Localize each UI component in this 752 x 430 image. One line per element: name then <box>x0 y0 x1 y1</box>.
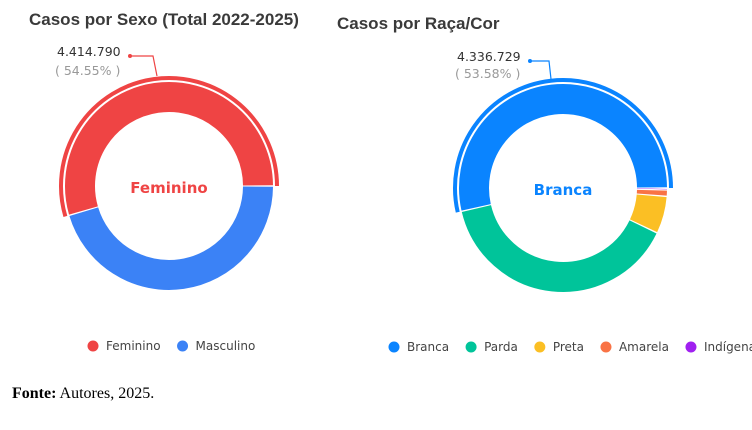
sexo-chart-title: Casos por Sexo (Total 2022-2025) <box>29 10 299 29</box>
slice-masculino[interactable] <box>69 186 273 290</box>
sexo-center-label: Feminino <box>130 179 207 197</box>
sexo-callout-dot <box>128 54 132 58</box>
legend-label-preta: Preta <box>553 340 584 354</box>
legend-item-amarela[interactable]: Amarela <box>600 340 669 354</box>
legend-marker-branca <box>388 341 400 353</box>
charts-canvas: Casos por Sexo (Total 2022-2025) 4.414.7… <box>29 10 752 354</box>
raca-legend: Branca Parda Preta Amarela Indígena <box>388 340 752 354</box>
legend-label-feminino: Feminino <box>106 339 161 353</box>
legend-item-indigena[interactable]: Indígena <box>685 340 752 354</box>
sexo-callout: 4.414.790 ( 54.55% ) <box>55 44 158 78</box>
sexo-donut <box>59 76 279 290</box>
source-caption: Fonte: Autores, 2025. <box>12 385 154 403</box>
legend-item-preta[interactable]: Preta <box>534 340 584 354</box>
legend-item-feminino[interactable]: Feminino <box>87 339 161 353</box>
legend-marker-amarela <box>600 341 612 353</box>
raca-donut <box>453 78 673 292</box>
raca-callout-value: 4.336.729 <box>457 49 521 64</box>
sexo-callout-percent: ( 54.55% ) <box>55 63 120 78</box>
legend-marker-masculino <box>177 340 189 352</box>
slice-branca[interactable] <box>459 84 667 211</box>
highlight-arc-feminino <box>59 76 279 218</box>
raca-chart: Casos por Raça/Cor 4.336.729 ( 53.58% ) … <box>337 14 752 354</box>
legend-label-branca: Branca <box>407 340 449 354</box>
slice-feminino[interactable] <box>65 82 273 215</box>
legend-label-masculino: Masculino <box>196 339 256 353</box>
sexo-chart: Casos por Sexo (Total 2022-2025) 4.414.7… <box>29 10 299 353</box>
highlight-arc-branca <box>453 78 673 213</box>
raca-chart-title: Casos por Raça/Cor <box>337 14 500 33</box>
legend-marker-parda <box>465 341 477 353</box>
legend-item-parda[interactable]: Parda <box>465 340 518 354</box>
caption-text: Autores, 2025. <box>56 385 155 402</box>
legend-label-parda: Parda <box>484 340 518 354</box>
legend-label-indigena: Indígena <box>704 340 752 354</box>
sexo-callout-line <box>130 55 158 77</box>
raca-callout: 4.336.729 ( 53.58% ) <box>455 49 552 81</box>
legend-marker-preta <box>534 341 546 353</box>
raca-callout-percent: ( 53.58% ) <box>455 66 520 81</box>
legend-label-amarela: Amarela <box>619 340 669 354</box>
raca-center-label: Branca <box>534 181 593 199</box>
slice-preta[interactable] <box>629 193 667 233</box>
sexo-callout-value: 4.414.790 <box>57 44 121 59</box>
legend-item-branca[interactable]: Branca <box>388 340 450 354</box>
sexo-legend: Feminino Masculino <box>87 339 255 353</box>
raca-callout-line <box>530 60 552 80</box>
legend-marker-indigena <box>685 341 697 353</box>
legend-marker-feminino <box>87 340 99 352</box>
slice-parda[interactable] <box>461 204 657 292</box>
legend-item-masculino[interactable]: Masculino <box>177 339 255 353</box>
raca-callout-dot <box>528 59 532 63</box>
caption-label: Fonte: <box>12 385 57 402</box>
